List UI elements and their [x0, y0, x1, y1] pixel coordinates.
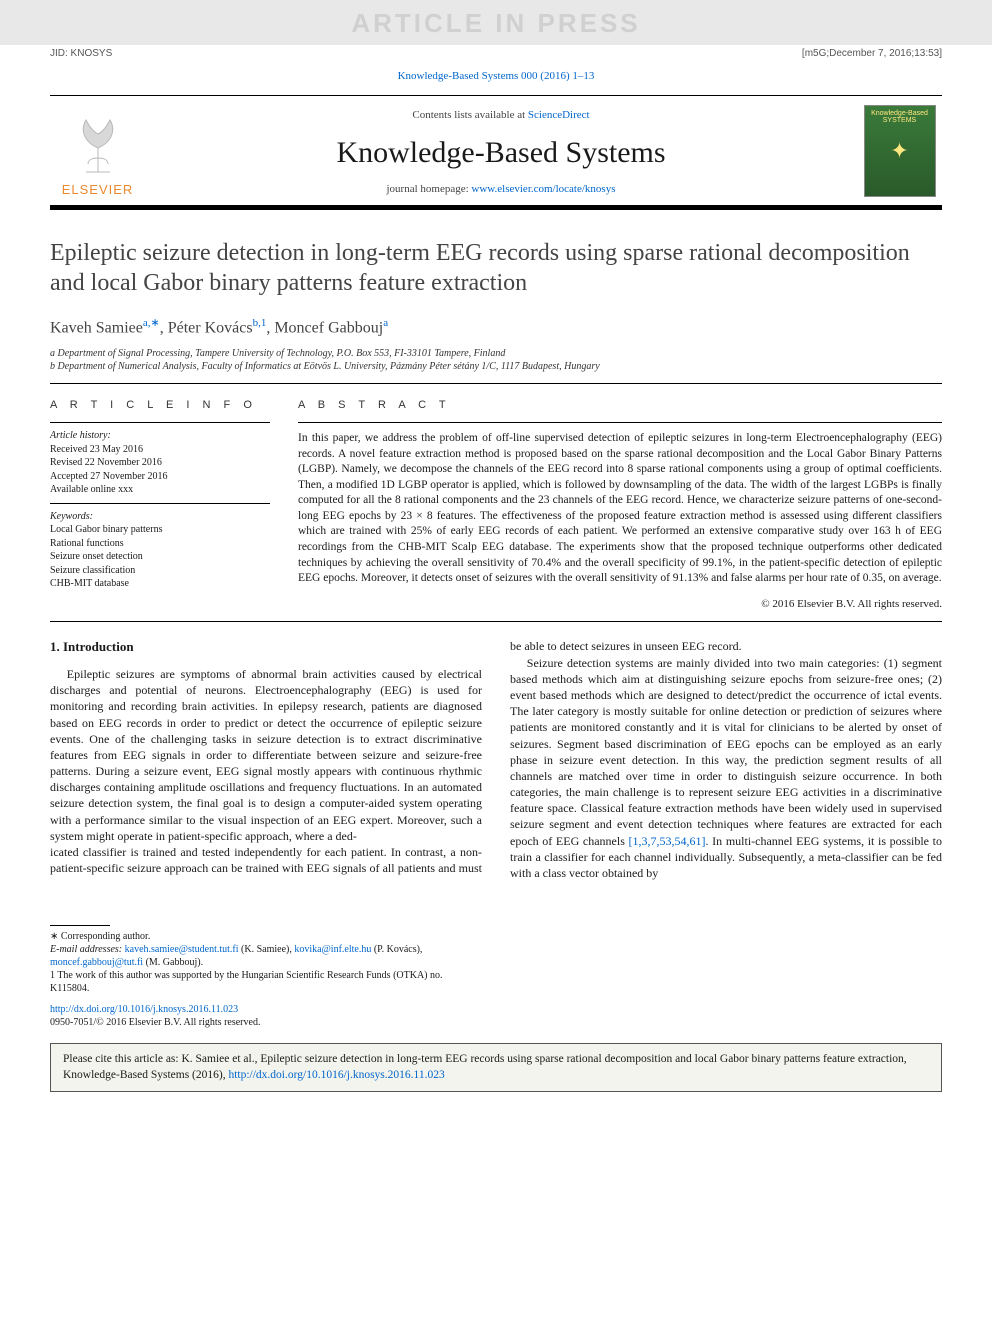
section-1-heading: 1. Introduction	[50, 638, 482, 656]
publisher-block: ELSEVIER	[50, 102, 145, 198]
author-1-aff: a,	[143, 317, 151, 329]
citation-line: Knowledge-Based Systems 000 (2016) 1–13	[0, 61, 992, 88]
history-received: Received 23 May 2016	[50, 443, 270, 457]
sciencedirect-link[interactable]: ScienceDirect	[528, 109, 590, 121]
publisher-name: ELSEVIER	[62, 181, 134, 199]
keyword: CHB-MIT database	[50, 577, 270, 591]
author-3: , Moncef Gabbouj	[266, 319, 383, 336]
email-2-who: (P. Kovács),	[371, 944, 422, 955]
keyword: Seizure classification	[50, 564, 270, 578]
intro-p3a: Seizure detection systems are mainly div…	[510, 656, 942, 848]
info-top-rule	[50, 383, 942, 384]
cover-title: Knowledge-Based SYSTEMS	[867, 110, 933, 125]
journal-cover-block: Knowledge-Based SYSTEMS ✦	[857, 102, 942, 198]
emails-label: E-mail addresses:	[50, 944, 125, 955]
jid-label: JID: KNOSYS	[50, 47, 112, 61]
doi-link[interactable]: http://dx.doi.org/10.1016/j.knosys.2016.…	[50, 1004, 238, 1015]
history-online: Available online xxx	[50, 483, 270, 497]
cite-as-box: Please cite this article as: K. Samiee e…	[50, 1043, 942, 1092]
doi-block: http://dx.doi.org/10.1016/j.knosys.2016.…	[50, 1003, 942, 1029]
contents-line: Contents lists available at ScienceDirec…	[153, 108, 849, 123]
footnotes: ∗ Corresponding author. E-mail addresses…	[50, 925, 470, 995]
keywords-block: Keywords: Local Gabor binary patterns Ra…	[50, 510, 270, 591]
masthead: ELSEVIER Contents lists available at Sci…	[50, 95, 942, 198]
citation-refs-link[interactable]: [1,3,7,53,54,61]	[629, 834, 706, 848]
homepage-line: journal homepage: www.elsevier.com/locat…	[153, 182, 849, 197]
homepage-prefix: journal homepage:	[386, 183, 471, 195]
abstract-col: A B S T R A C T In this paper, we addres…	[298, 398, 942, 612]
build-stamp: [m5G;December 7, 2016;13:53]	[802, 47, 942, 61]
affiliation-a: a Department of Signal Processing, Tampe…	[50, 347, 942, 360]
author-1: Kaveh Samiee	[50, 319, 143, 336]
email-1-link[interactable]: kaveh.samiee@student.tut.fi	[125, 944, 239, 955]
authors-line: Kaveh Samieea,∗, Péter Kovácsb,1, Moncef…	[50, 316, 942, 339]
journal-cover: Knowledge-Based SYSTEMS ✦	[864, 105, 936, 197]
author-2-aff: b,	[253, 317, 261, 329]
history-block: Article history: Received 23 May 2016 Re…	[50, 429, 270, 497]
abstract-text: In this paper, we address the problem of…	[298, 431, 942, 586]
body-columns: 1. Introduction Epileptic seizures are s…	[50, 638, 942, 881]
contents-prefix: Contents lists available at	[412, 109, 527, 121]
abstract-heading: A B S T R A C T	[298, 398, 942, 413]
email-2-link[interactable]: kovika@inf.elte.hu	[294, 944, 371, 955]
abstract-copyright: © 2016 Elsevier B.V. All rights reserved…	[298, 597, 942, 612]
email-1-who: (K. Samiee),	[239, 944, 295, 955]
issn-copyright: 0950-7051/© 2016 Elsevier B.V. All right…	[50, 1016, 942, 1029]
article-info-heading: A R T I C L E I N F O	[50, 398, 270, 413]
history-accepted: Accepted 27 November 2016	[50, 470, 270, 484]
keyword: Seizure onset detection	[50, 550, 270, 564]
funding-note: 1 The work of this author was supported …	[50, 969, 470, 995]
history-label: Article history:	[50, 429, 270, 443]
homepage-link[interactable]: www.elsevier.com/locate/knosys	[471, 183, 615, 195]
keyword: Rational functions	[50, 537, 270, 551]
article-body: Epileptic seizure detection in long-term…	[0, 210, 992, 892]
info-rule-1	[50, 422, 270, 423]
in-press-watermark: ARTICLE IN PRESS	[0, 0, 992, 45]
email-3-who: (M. Gabbouj).	[143, 957, 203, 968]
email-3-link[interactable]: moncef.gabbouj@tut.fi	[50, 957, 143, 968]
abstract-top-rule	[298, 422, 942, 423]
header-meta-row: JID: KNOSYS [m5G;December 7, 2016;13:53]	[0, 45, 992, 61]
affiliation-b: b Department of Numerical Analysis, Facu…	[50, 360, 942, 373]
intro-p1: Epileptic seizures are symptoms of abnor…	[50, 666, 482, 844]
info-rule-2	[50, 503, 270, 504]
citation-link[interactable]: Knowledge-Based Systems 000 (2016) 1–13	[398, 70, 595, 82]
cite-as-doi-link[interactable]: http://dx.doi.org/10.1016/j.knosys.2016.…	[228, 1069, 444, 1081]
emails-line: E-mail addresses: kaveh.samiee@student.t…	[50, 943, 470, 969]
masthead-center: Contents lists available at ScienceDirec…	[145, 102, 857, 198]
info-bottom-rule	[50, 621, 942, 622]
keywords-label: Keywords:	[50, 510, 270, 524]
footnotes-rule	[50, 925, 110, 926]
info-abstract-row: A R T I C L E I N F O Article history: R…	[50, 398, 942, 612]
affiliations: a Department of Signal Processing, Tampe…	[50, 347, 942, 373]
author-1-corr-link[interactable]: ∗	[151, 317, 160, 329]
keyword: Local Gabor binary patterns	[50, 523, 270, 537]
article-info-col: A R T I C L E I N F O Article history: R…	[50, 398, 270, 612]
history-revised: Revised 22 November 2016	[50, 456, 270, 470]
author-2: , Péter Kovács	[160, 319, 253, 336]
article-title: Epileptic seizure detection in long-term…	[50, 238, 942, 298]
corr-author-note: ∗ Corresponding author.	[50, 930, 470, 943]
intro-p3: Seizure detection systems are mainly div…	[510, 655, 942, 882]
cover-lantern-icon: ✦	[867, 139, 933, 163]
journal-name: Knowledge-Based Systems	[153, 133, 849, 174]
cite-as-text: Please cite this article as: K. Samiee e…	[63, 1053, 907, 1081]
author-3-aff: a	[383, 317, 388, 329]
elsevier-tree-icon	[63, 109, 133, 179]
